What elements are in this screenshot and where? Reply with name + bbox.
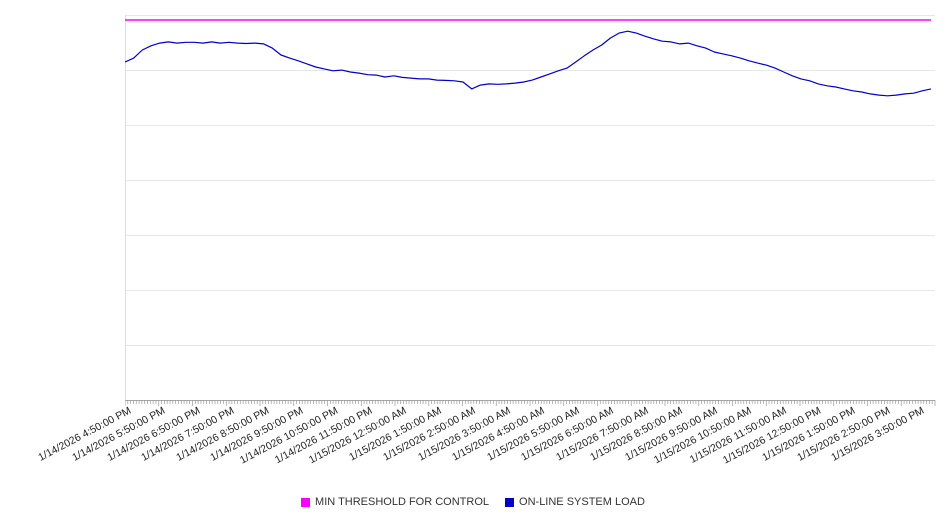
legend-swatch-icon: [301, 497, 311, 507]
legend-item: ON-LINE SYSTEM LOAD: [505, 496, 645, 508]
x-axis-label: 1/15/2026 9:50:00 AM: [622, 404, 720, 464]
x-axis-label: 1/15/2026 3:50:00 PM: [829, 404, 927, 464]
x-axis-label: 1/15/2026 2:50:00 PM: [794, 404, 892, 464]
x-axis-label: 1/15/2026 5:50:00 AM: [484, 404, 582, 464]
x-axis-label: 1/15/2026 7:50:00 AM: [553, 404, 651, 464]
chart-legend: MIN THRESHOLD FOR CONTROL ON-LINE SYSTEM …: [0, 496, 946, 508]
x-axis-label: 1/14/2026 11:50:00 PM: [272, 404, 375, 467]
x-axis-label: 1/14/2026 5:50:00 PM: [70, 404, 168, 464]
x-axis-label: 1/15/2026 1:50:00 PM: [760, 404, 858, 464]
line-chart-plot: [125, 15, 936, 406]
x-axis-label: 1/14/2026 10:50:00 PM: [237, 404, 340, 467]
legend-item: MIN THRESHOLD FOR CONTROL: [301, 496, 489, 508]
legend-label: ON-LINE SYSTEM LOAD: [519, 496, 645, 508]
x-axis-label: 1/15/2026 4:50:00 AM: [450, 404, 547, 464]
x-axis-label: 1/15/2026 8:50:00 AM: [588, 404, 685, 464]
x-axis-label: 1/14/2026 7:50:00 PM: [139, 404, 237, 464]
x-axis-label: 1/15/2026 11:50:00 AM: [687, 404, 789, 466]
legend-swatch-icon: [505, 497, 515, 507]
x-axis-label: 1/15/2026 6:50:00 AM: [519, 404, 616, 464]
system-load-line: [125, 30, 932, 97]
x-axis-label: 1/15/2026 3:50:00 AM: [415, 404, 513, 464]
x-axis-label: 1/15/2026 1:50:00 AM: [346, 404, 444, 464]
x-axis-label: 1/14/2026 9:50:00 PM: [208, 404, 306, 464]
x-axis-label: 1/14/2026 8:50:00 PM: [173, 404, 271, 464]
x-axis-label: 1/15/2026 10:50:00 AM: [652, 404, 754, 467]
x-axis-label: 1/15/2026 12:50:00 AM: [307, 404, 409, 467]
x-axis-label: 1/14/2026 4:50:00 PM: [35, 404, 133, 464]
legend-label: MIN THRESHOLD FOR CONTROL: [315, 496, 490, 508]
x-axis-label: 1/15/2026 12:50:00 PM: [720, 404, 823, 467]
x-axis-label: 1/14/2026 6:50:00 PM: [104, 404, 202, 464]
x-axis-label: 1/15/2026 2:50:00 AM: [381, 404, 478, 464]
